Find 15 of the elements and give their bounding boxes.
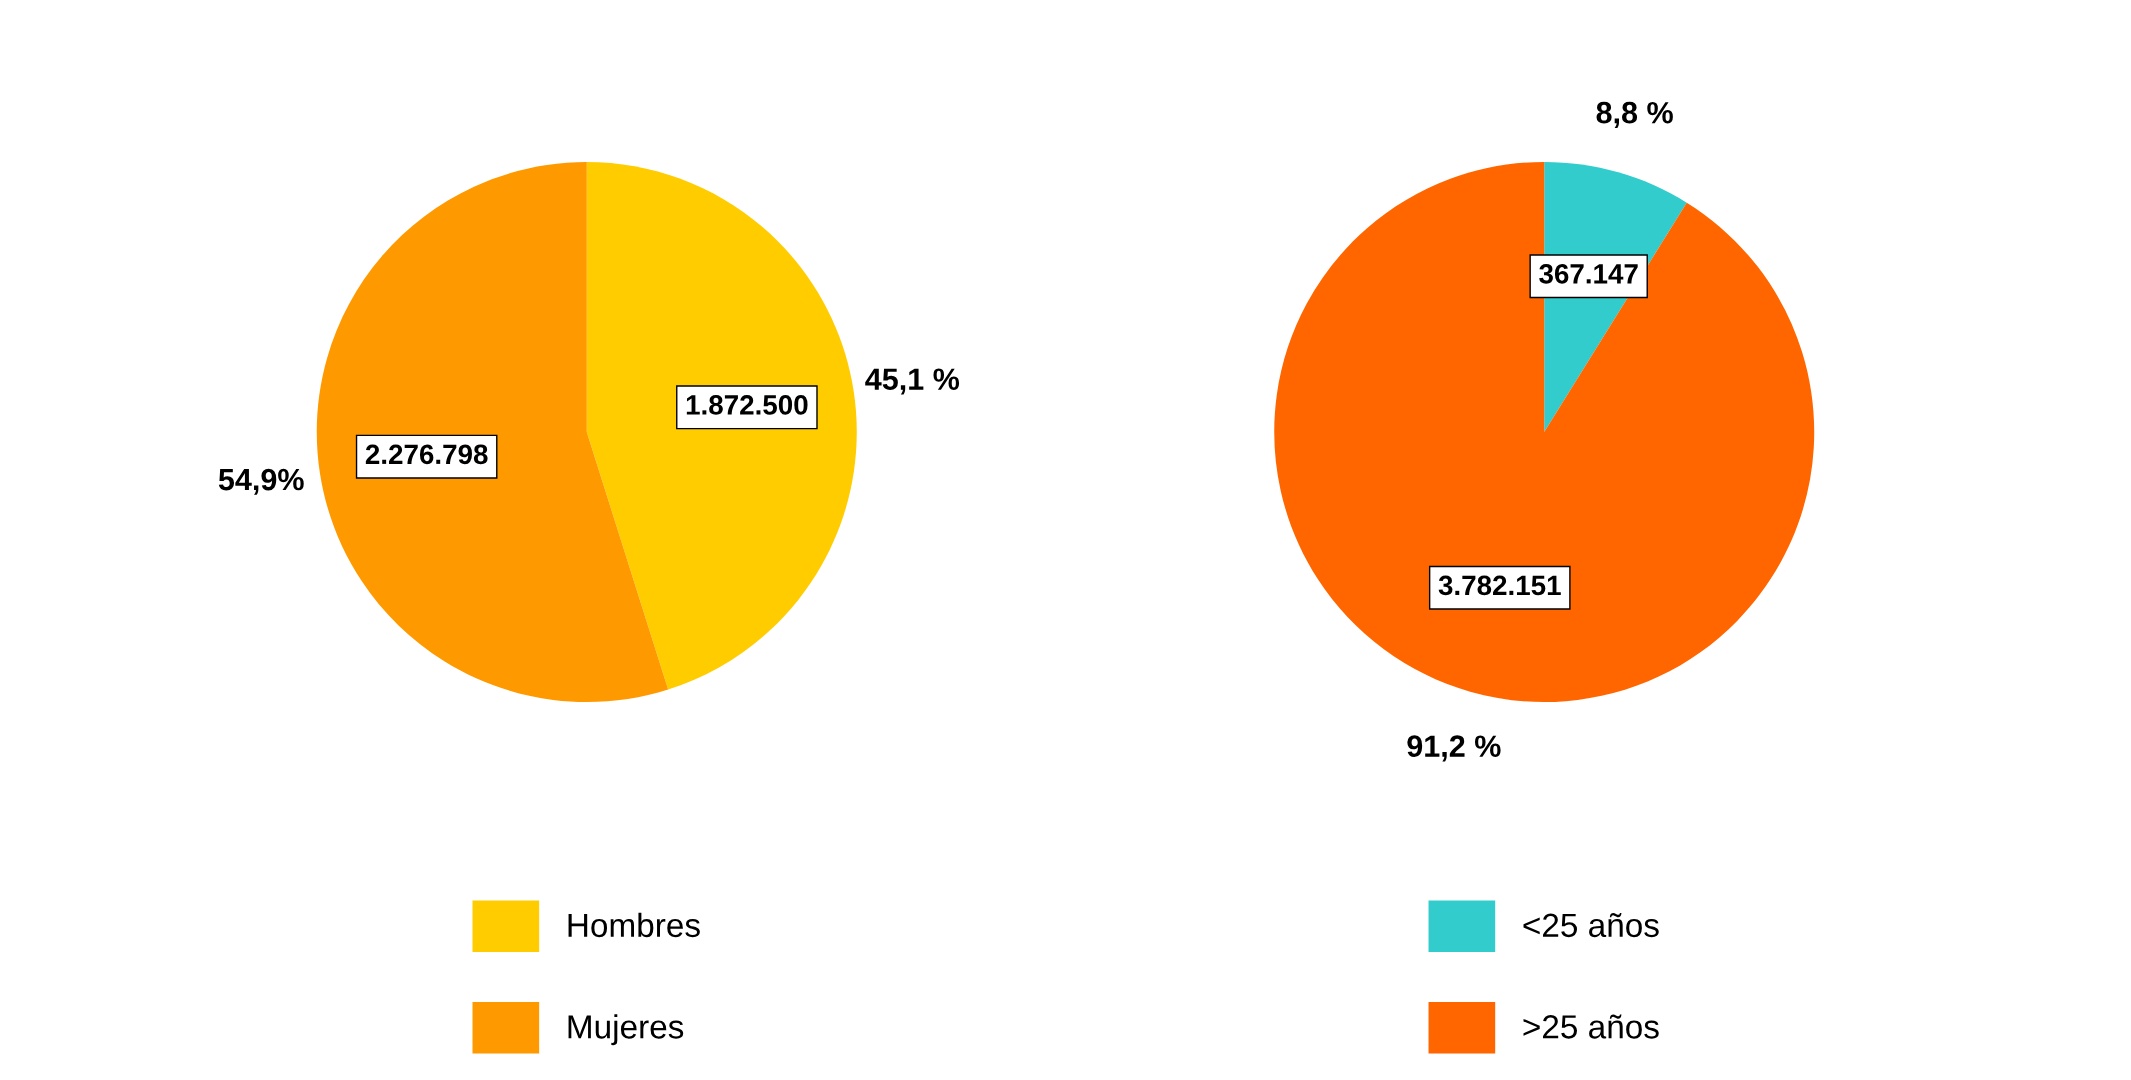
legend-label: Hombres (568, 912, 700, 938)
legend-label: <25 años (1523, 912, 1659, 938)
pie-slice (1274, 162, 1815, 702)
text: 45,1 % (865, 368, 960, 395)
data-label: 367.147 (1539, 264, 1638, 284)
pie-slice (586, 162, 857, 690)
data-label: 1.872.500 (686, 395, 808, 415)
text: 8,8 % (1596, 101, 1673, 128)
text: 91,2 % (1407, 735, 1501, 762)
text: 54,9% (218, 468, 304, 495)
data-label: 2.276.798 (365, 444, 488, 465)
pie-slice (316, 162, 669, 702)
legend-label: Mujeres (568, 1014, 684, 1046)
legend-label: >25 años (1523, 1014, 1659, 1039)
data-label: 3.782.151 (1438, 575, 1561, 596)
